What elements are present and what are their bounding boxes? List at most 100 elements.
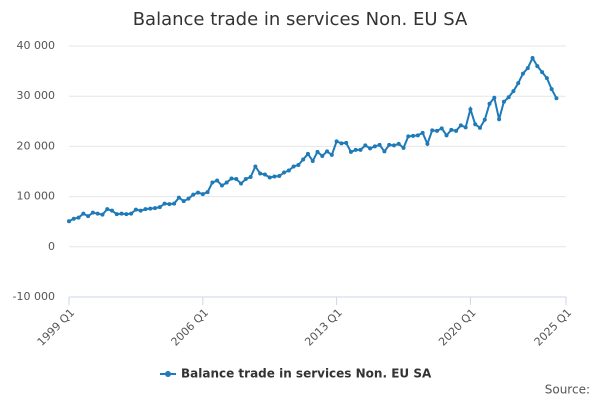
point [315,149,320,154]
y-tick-label: 20 000 [17,139,56,152]
point [420,130,425,135]
point [138,208,143,213]
point [473,122,478,127]
point [215,178,220,183]
point [506,95,511,100]
point [525,66,530,71]
point [368,146,373,151]
point [172,201,177,206]
point [176,195,181,200]
point [540,70,545,75]
source: Source: [545,383,590,397]
x-tick-label: 2013 Q1 [302,306,345,349]
point [114,212,119,217]
point [401,145,406,150]
point [339,141,344,146]
point [148,206,153,211]
point [100,212,105,217]
point [468,107,473,112]
y-tick-label: 10 000 [17,190,56,203]
point [325,149,330,154]
point [267,175,272,180]
point [129,211,134,216]
point [196,190,201,195]
point [67,219,71,224]
point [105,207,110,212]
point [157,205,162,210]
point [95,211,100,216]
point [162,201,167,206]
point [520,71,525,76]
point [511,89,516,94]
point [463,125,468,130]
point [310,158,315,163]
point [377,142,382,147]
point [262,172,267,177]
point [119,211,124,216]
point [219,183,224,188]
point [143,207,148,212]
point [291,164,296,169]
point [71,216,76,221]
y-tick-label: -10 000 [13,290,55,303]
point [258,171,263,176]
point [544,76,549,81]
point [492,95,497,100]
point [272,174,277,179]
point [167,202,172,207]
point [191,192,196,197]
point [229,176,234,181]
point [458,123,463,128]
point [234,177,239,182]
point [186,196,191,201]
point [449,127,454,132]
point [110,208,115,213]
point [411,133,416,138]
point [549,87,554,92]
point [200,192,205,197]
point [210,180,215,185]
y-tick-label: 0 [48,240,55,253]
point [277,174,282,179]
x-tick-label: 2006 Q1 [169,306,212,349]
point [477,125,482,130]
point [358,147,363,152]
point [415,133,420,138]
point [535,64,540,69]
point [243,177,248,182]
point [348,149,353,154]
x-tick-label: 2025 Q1 [532,306,575,349]
point [497,117,502,122]
point [248,175,253,180]
point [334,139,339,144]
point [530,56,535,61]
point [90,210,95,215]
point [372,144,377,149]
point [305,151,310,156]
chart-title: Balance trade in services Non. EU SA [133,9,468,30]
point [387,142,392,147]
point [391,143,396,148]
point [406,134,411,139]
point [329,152,334,157]
point [396,141,401,146]
point [253,164,258,169]
point [382,149,387,154]
x-tick-label: 2020 Q1 [436,306,479,349]
point [282,170,287,175]
point [76,215,81,220]
point [344,140,349,145]
legend-marker [165,371,171,377]
point [320,153,325,158]
point [444,133,449,138]
point [301,157,306,162]
point [239,181,244,186]
point [286,168,291,173]
point [133,207,138,212]
point [439,126,444,131]
point [516,81,521,86]
point [363,143,368,148]
point [487,101,492,106]
point [501,99,506,104]
